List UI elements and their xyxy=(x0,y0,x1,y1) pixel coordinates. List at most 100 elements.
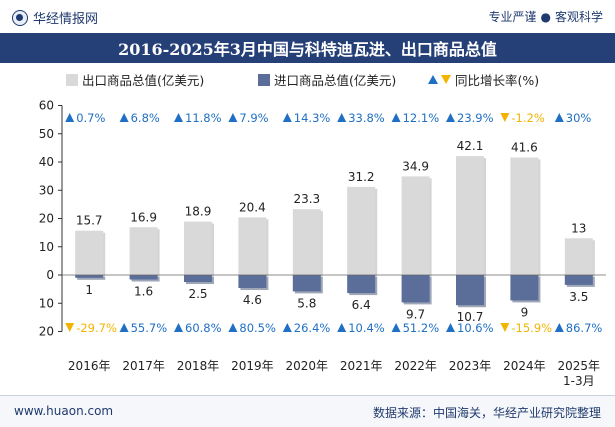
brand-name: 华经情报网 xyxy=(33,12,99,27)
site-url[interactable]: www.huaon.com xyxy=(14,404,114,418)
import-bar xyxy=(129,275,158,280)
import-bar xyxy=(456,275,484,306)
export-growth-label-up-triangle-icon xyxy=(228,113,238,122)
import-bar xyxy=(510,275,539,301)
y-tick-label: 20 xyxy=(39,325,54,339)
header: 华经情报网 专业严谨 ● 客观科学 xyxy=(0,0,615,32)
export-value-label: 16.9 xyxy=(130,210,157,224)
chart-title: 2016-2025年3月中国与科特迪瓦进、出口商品总值 xyxy=(118,40,497,59)
export-value-label: 18.9 xyxy=(185,205,212,219)
import-growth-label: 60.8% xyxy=(185,321,222,335)
import-value-label: 1.6 xyxy=(134,285,153,299)
import-growth-label-up-triangle-icon xyxy=(119,323,129,332)
import-value-label: 10.7 xyxy=(457,310,484,324)
import-growth-label: 80.5% xyxy=(239,321,276,335)
export-bar xyxy=(510,157,539,275)
x-tick-label: 2024年 xyxy=(503,359,546,373)
import-value-label: 9 xyxy=(521,305,529,319)
import-bar xyxy=(238,275,267,288)
export-growth-label: 12.1% xyxy=(403,111,440,125)
data-source: 数据来源：中国海关，华经产业研究院整理 xyxy=(372,406,601,420)
legend-growth-label: 同比增长率(%) xyxy=(455,73,539,88)
legend-export-label: 出口商品总值(亿美元) xyxy=(82,73,204,88)
export-value-label: 41.6 xyxy=(511,140,538,154)
y-tick-label: 50 xyxy=(39,127,54,141)
x-tick-label: 2016年 xyxy=(68,359,111,373)
import-growth-label: -29.7% xyxy=(76,321,117,335)
export-growth-label: 11.8% xyxy=(185,111,222,125)
export-bar xyxy=(184,221,212,275)
chart-title-bar: 2016-2025年3月中国与科特迪瓦进、出口商品总值 xyxy=(0,33,615,63)
x-tick-label: 2019年 xyxy=(231,359,274,373)
import-growth-label-up-triangle-icon xyxy=(174,323,183,332)
footer: www.huaon.com 数据来源：中国海关，华经产业研究院整理 xyxy=(0,395,615,427)
x-tick-label: 2017年 xyxy=(122,359,165,373)
import-value-label: 3.5 xyxy=(569,290,588,304)
import-growth-label: -15.9% xyxy=(511,321,552,335)
y-tick-label: 10 xyxy=(39,240,54,254)
x-tick-label: 1-3月 xyxy=(563,374,595,388)
import-bar xyxy=(292,275,321,292)
import-value-label: 2.5 xyxy=(188,287,207,301)
import-growth-label-up-triangle-icon xyxy=(446,323,455,332)
import-growth-label: 10.4% xyxy=(348,321,385,335)
import-growth-label-up-triangle-icon xyxy=(391,323,401,332)
x-tick-label: 2023年 xyxy=(449,359,492,373)
import-bar xyxy=(347,275,376,294)
tagline-separator: ● xyxy=(540,10,551,24)
export-growth-label-up-triangle-icon xyxy=(174,113,183,122)
import-bar-shadow xyxy=(77,277,106,280)
export-bar xyxy=(347,186,376,275)
export-growth-label: 6.8% xyxy=(131,111,160,125)
x-tick-label: 2022年 xyxy=(394,359,437,373)
brand[interactable]: 华经情报网 xyxy=(12,8,98,27)
import-value-label: 5.8 xyxy=(297,296,316,310)
import-growth-label-down-triangle-icon xyxy=(65,323,75,332)
export-value-label: 34.9 xyxy=(402,159,429,173)
export-value-label: 15.7 xyxy=(76,214,103,228)
y-tick-label: 10 xyxy=(39,296,54,310)
export-growth-label: 14.3% xyxy=(294,111,331,125)
export-bar xyxy=(564,238,593,275)
x-tick-label: 2020年 xyxy=(286,359,329,373)
export-value-label: 13 xyxy=(571,221,586,235)
export-growth-label-up-triangle-icon xyxy=(119,113,129,122)
import-growth-label: 10.6% xyxy=(457,321,494,335)
export-growth-label-up-triangle-icon xyxy=(391,113,401,122)
huajing-logo-icon xyxy=(12,9,28,26)
export-value-label: 42.1 xyxy=(457,139,484,153)
export-bar xyxy=(456,156,484,275)
x-tick-label: 2021年 xyxy=(340,359,383,373)
import-value-label: 1 xyxy=(85,283,93,297)
import-bar xyxy=(75,275,104,278)
tagline-left: 专业严谨 xyxy=(488,10,537,24)
export-value-label: 31.2 xyxy=(348,170,375,184)
export-growth-label: 7.9% xyxy=(239,111,268,125)
import-growth-label-up-triangle-icon xyxy=(337,323,347,332)
export-growth-label-up-triangle-icon xyxy=(337,113,347,122)
export-bar xyxy=(292,209,321,275)
legend-import-swatch xyxy=(258,74,270,86)
tagline-right: 客观科学 xyxy=(554,10,603,24)
import-value-label: 4.6 xyxy=(243,293,262,307)
import-bar xyxy=(401,275,430,303)
chart: 出口商品总值(亿美元) 进口商品总值(亿美元) 同比增长率(%) 60 50 40 30 20… xyxy=(39,73,606,388)
import-value-label: 6.4 xyxy=(352,298,371,312)
export-growth-label: 23.9% xyxy=(457,111,494,125)
y-tick-label: 20 xyxy=(39,212,54,226)
import-bar xyxy=(184,275,212,283)
y-tick-label: 60 xyxy=(39,99,54,113)
legend-export-swatch xyxy=(66,74,78,86)
export-bar xyxy=(238,217,267,275)
import-growth-label-up-triangle-icon xyxy=(282,323,292,332)
export-growth-label: 0.7% xyxy=(76,111,105,125)
export-growth-label: -1.2% xyxy=(511,111,544,125)
export-bar xyxy=(75,230,104,275)
x-tick-label: 2025年 xyxy=(558,359,601,373)
import-growth-label: 55.7% xyxy=(131,321,168,335)
export-bar xyxy=(401,176,430,275)
legend-down-triangle-icon xyxy=(441,75,451,84)
import-growth-label-up-triangle-icon xyxy=(554,323,564,332)
export-growth-label-up-triangle-icon xyxy=(446,113,455,122)
